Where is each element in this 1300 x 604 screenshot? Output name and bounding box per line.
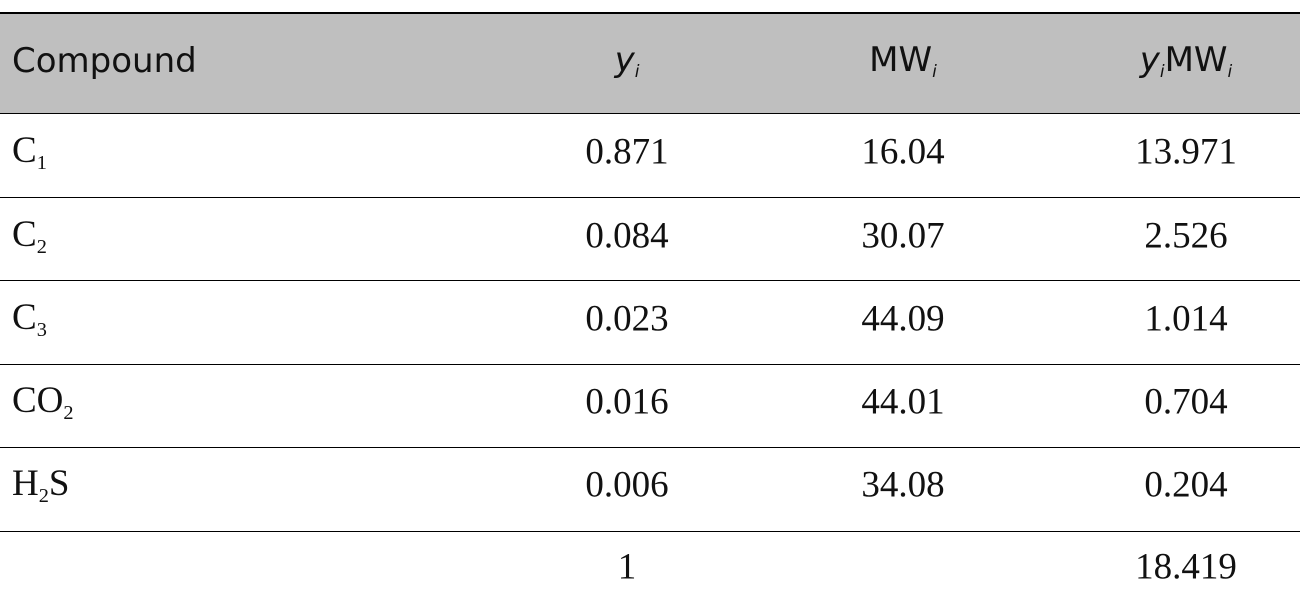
mole-fraction-cell: 0.016 xyxy=(585,381,669,423)
mole-fraction-cell: 0.084 xyxy=(585,215,669,257)
subscript: i xyxy=(932,61,937,82)
text: Compound xyxy=(12,41,197,81)
header-cell: Compound xyxy=(12,41,197,81)
compound-cell: C3 xyxy=(12,296,47,342)
row-rule xyxy=(0,364,1300,365)
compound-cell: C2 xyxy=(12,213,47,259)
header-cell: MWi xyxy=(869,40,937,82)
total-mole-fraction: 1 xyxy=(617,546,637,588)
text: MW xyxy=(1164,40,1228,81)
row-rule xyxy=(0,280,1300,281)
molecular-weight-cell: 16.04 xyxy=(861,131,945,173)
product-cell: 0.204 xyxy=(1144,464,1228,506)
header-cell: yiMWi xyxy=(1140,40,1233,82)
compound-cell: CO2 xyxy=(12,379,74,425)
total-product: 18.419 xyxy=(1135,546,1237,588)
text: C xyxy=(12,129,37,171)
compound-cell: C1 xyxy=(12,129,47,175)
header-cell: yi xyxy=(615,40,640,82)
subscript: i xyxy=(1159,61,1165,82)
subscript: 2 xyxy=(63,402,74,425)
row-rule xyxy=(0,447,1300,448)
text: C xyxy=(12,296,37,338)
mole-fraction-cell: 0.871 xyxy=(585,131,669,173)
product-cell: 13.971 xyxy=(1135,131,1237,173)
text: S xyxy=(48,462,70,504)
row-rule xyxy=(0,197,1300,198)
text: y xyxy=(1139,40,1160,81)
row-rule xyxy=(0,531,1300,532)
text: y xyxy=(614,40,635,81)
mole-fraction-cell: 0.023 xyxy=(585,298,669,340)
product-cell: 0.704 xyxy=(1144,381,1228,423)
text: H xyxy=(12,462,39,504)
subscript: i xyxy=(634,61,640,82)
text: CO xyxy=(12,379,64,421)
subscript: 2 xyxy=(38,485,49,508)
molecular-weight-cell: 44.01 xyxy=(861,381,945,423)
text: C xyxy=(12,213,37,255)
compound-cell: H2S xyxy=(12,462,69,508)
subscript: 2 xyxy=(36,236,47,259)
product-cell: 1.014 xyxy=(1144,298,1228,340)
molecular-weight-cell: 44.09 xyxy=(861,298,945,340)
header-band xyxy=(0,12,1300,114)
subscript: 1 xyxy=(36,152,47,175)
text: MW xyxy=(869,40,933,81)
mole-fraction-cell: 0.006 xyxy=(585,464,669,506)
molecular-weight-cell: 30.07 xyxy=(861,215,945,257)
molecular-weight-cell: 34.08 xyxy=(861,464,945,506)
subscript: 3 xyxy=(36,319,47,342)
subscript: i xyxy=(1227,61,1233,82)
product-cell: 2.526 xyxy=(1144,215,1228,257)
